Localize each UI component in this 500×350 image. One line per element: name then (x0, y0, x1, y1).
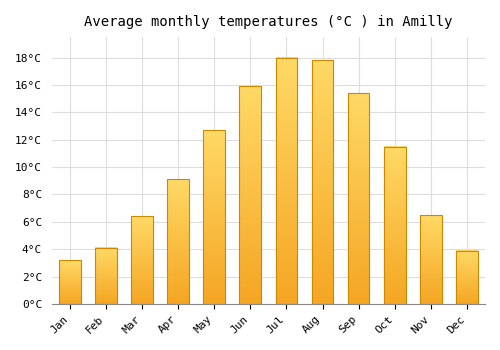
Bar (348, 93, 370, 304)
Bar (59, 260, 80, 304)
Bar (168, 180, 189, 304)
Bar (204, 130, 225, 304)
Bar (276, 58, 297, 304)
Bar (131, 216, 153, 304)
Bar (240, 86, 261, 304)
Bar (312, 60, 334, 304)
Bar (95, 248, 116, 304)
Bar (420, 215, 442, 304)
Bar (384, 147, 406, 304)
Bar (456, 251, 478, 304)
Title: Average monthly temperatures (°C ) in Amilly: Average monthly temperatures (°C ) in Am… (84, 15, 452, 29)
